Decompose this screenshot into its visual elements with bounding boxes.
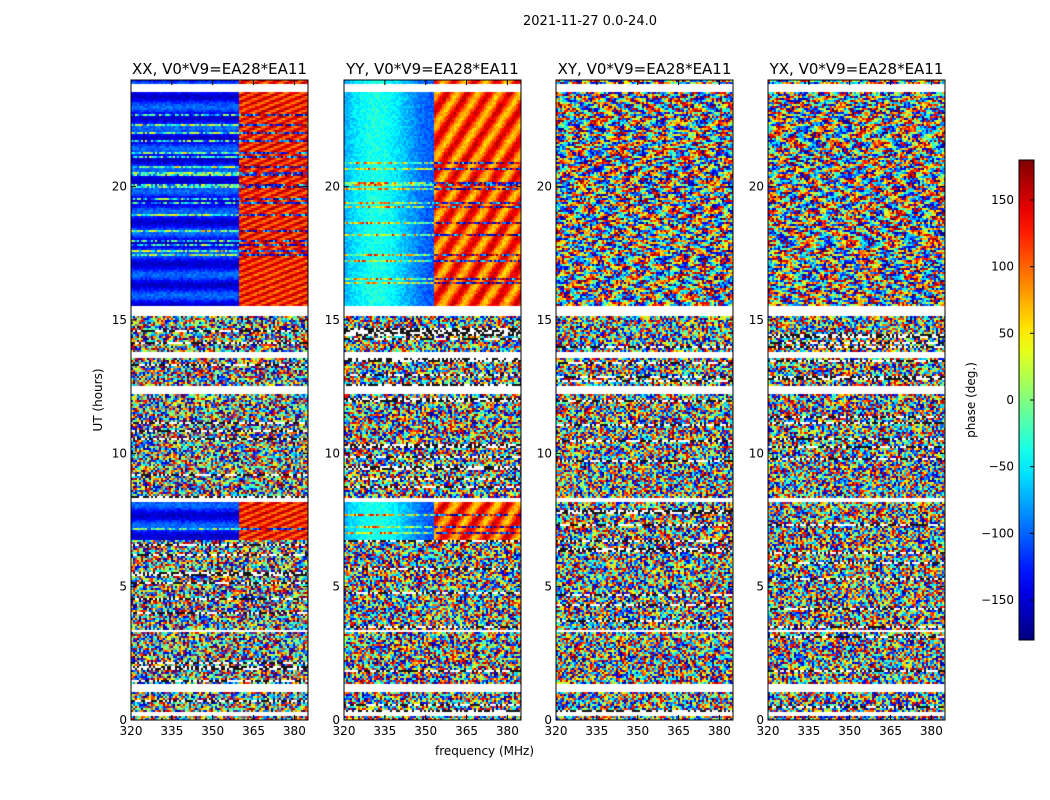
y-tick-label: 5 (119, 580, 127, 594)
x-tick-label: 365 (879, 724, 902, 738)
panel-2: XY, V0*V9=EA28*EA11 320 335 350 365 380 0 5 10 15… (537, 60, 734, 738)
x-tick-label: 380 (496, 724, 519, 738)
x-tick-label: 365 (667, 724, 690, 738)
x-tick-label: 350 (414, 724, 437, 738)
panel-1: YY, V0*V9=EA28*EA11 320 335 350 365 380 0 5 10 15… (325, 60, 534, 758)
x-tick-label: 380 (920, 724, 943, 738)
colorbar-tick-label: −100 (981, 526, 1014, 540)
y-tick-label: 10 (749, 446, 764, 460)
y-tick-label: 15 (112, 313, 127, 327)
heatmap-image (131, 80, 308, 720)
y-tick-label: 10 (325, 446, 340, 460)
x-tick-label: 335 (797, 724, 820, 738)
colorbar-tick-label: 150 (991, 193, 1014, 207)
panel-title: YX, V0*V9=EA28*EA11 (769, 60, 944, 78)
x-tick-label: 365 (455, 724, 478, 738)
y-tick-label: 15 (537, 313, 552, 327)
y-tick-label: 20 (112, 180, 127, 194)
panel-frame (343, 79, 522, 721)
y-tick-label: 10 (537, 446, 552, 460)
y-tick-label: 5 (544, 580, 552, 594)
x-tick-label: 365 (242, 724, 265, 738)
heatmap-image (344, 80, 521, 720)
colorbar-tick-label: 50 (999, 326, 1014, 340)
panel-3: YX, V0*V9=EA28*EA11 320 335 350 365 380 0 5 10 15… (749, 60, 946, 738)
x-tick-label: 320 (757, 724, 780, 738)
y-tick-label: 20 (749, 180, 764, 194)
x-tick-label: 350 (838, 724, 861, 738)
y-tick-label: 5 (756, 580, 764, 594)
x-tick-label: 320 (120, 724, 143, 738)
colorbar-tick-label: 0 (1006, 393, 1014, 407)
y-axis-label: UT (hours) (91, 368, 105, 431)
colorbar-tick-label: −150 (981, 593, 1014, 607)
colorbar-tick-label: 100 (991, 260, 1014, 274)
x-tick-label: 335 (373, 724, 396, 738)
figure-suptitle: 2021-11-27 0.0-24.0 (523, 14, 657, 29)
y-tick-label: 15 (325, 313, 340, 327)
x-tick-label: 320 (545, 724, 568, 738)
panel-frame (767, 79, 946, 721)
panel-title: XX, V0*V9=EA28*EA11 (132, 60, 307, 78)
x-tick-label: 335 (160, 724, 183, 738)
x-tick-label: 335 (585, 724, 608, 738)
y-tick-label: 0 (332, 713, 340, 727)
x-axis-label: frequency (MHz) (435, 744, 534, 758)
y-tick-label: 0 (544, 713, 552, 727)
colorbar-tick-label: −50 (989, 460, 1014, 474)
panel-frame (555, 79, 734, 721)
x-tick-label: 350 (626, 724, 649, 738)
panel-frame (130, 79, 309, 721)
y-tick-label: 0 (119, 713, 127, 727)
y-tick-label: 20 (537, 180, 552, 194)
y-tick-label: 20 (325, 180, 340, 194)
panel-0: XX, V0*V9=EA28*EA11 320 335 350 365 380 0 5 10 15… (91, 60, 309, 738)
x-tick-label: 320 (333, 724, 356, 738)
panel-title: XY, V0*V9=EA28*EA11 (558, 60, 732, 78)
panel-title: YY, V0*V9=EA28*EA11 (345, 60, 519, 78)
y-tick-label: 5 (332, 580, 340, 594)
colorbar-label: phase (deg.) (964, 362, 978, 438)
x-tick-label: 380 (283, 724, 306, 738)
heatmap-image (556, 80, 733, 720)
x-tick-label: 380 (708, 724, 731, 738)
y-tick-label: 15 (749, 313, 764, 327)
x-tick-label: 350 (201, 724, 224, 738)
y-tick-label: 10 (112, 446, 127, 460)
heatmap-image (768, 80, 945, 720)
colorbar: −150 −100 −50 0 50 100 150 phase (deg.) (964, 159, 1035, 641)
y-tick-label: 0 (756, 713, 764, 727)
